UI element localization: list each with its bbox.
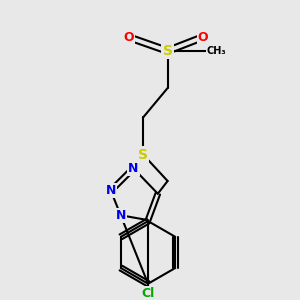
Text: S: S bbox=[163, 44, 172, 58]
Text: N: N bbox=[106, 184, 116, 197]
Text: O: O bbox=[123, 31, 134, 44]
Text: S: S bbox=[138, 148, 148, 162]
Text: N: N bbox=[128, 162, 139, 175]
Text: O: O bbox=[197, 31, 208, 44]
Text: Cl: Cl bbox=[141, 287, 155, 300]
Text: CH₃: CH₃ bbox=[207, 46, 226, 56]
Text: N: N bbox=[116, 209, 126, 222]
